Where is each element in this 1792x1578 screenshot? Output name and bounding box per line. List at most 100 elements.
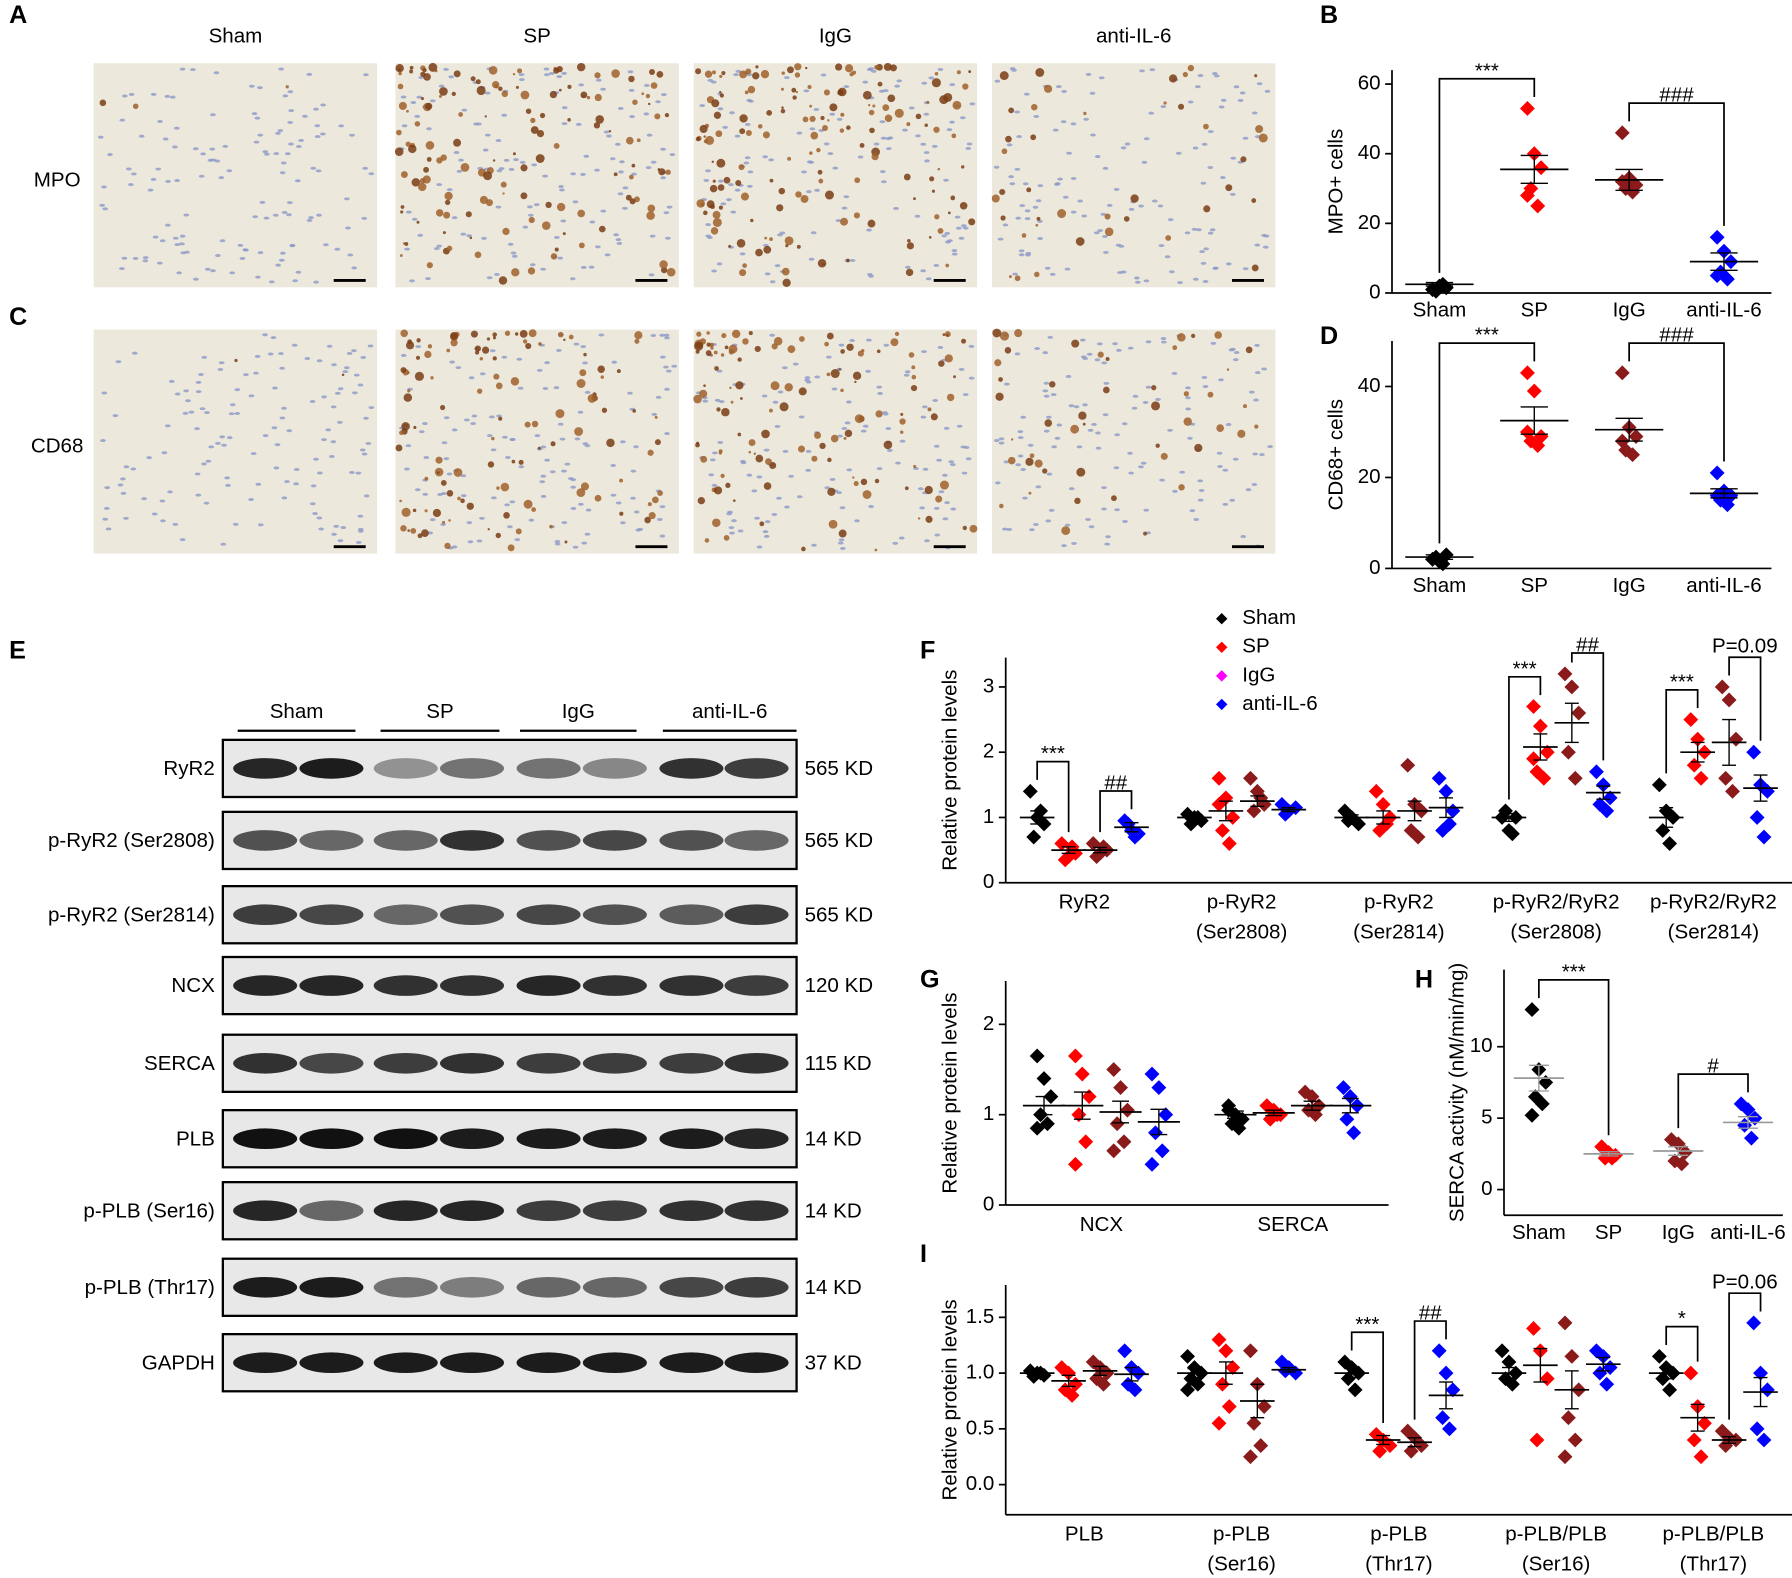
blot-band xyxy=(582,1128,647,1149)
nucleus xyxy=(1197,498,1204,502)
nucleus xyxy=(938,490,945,494)
micrograph-bg xyxy=(693,63,978,288)
nucleus xyxy=(263,216,270,220)
nucleus xyxy=(716,369,723,373)
nucleus xyxy=(1242,267,1249,271)
nucleus xyxy=(743,161,750,165)
stain xyxy=(928,236,932,239)
stain xyxy=(721,70,726,76)
nucleus xyxy=(908,106,915,110)
nucleus xyxy=(1023,92,1030,96)
nucleus xyxy=(488,415,495,419)
x-tick-label: Sham xyxy=(1413,299,1467,322)
stain xyxy=(625,194,632,201)
stain xyxy=(594,72,601,79)
nucleus xyxy=(838,343,845,347)
y-tick-label: 1.5 xyxy=(966,1305,995,1328)
nucleus xyxy=(131,351,138,355)
nucleus xyxy=(1151,199,1158,203)
stain xyxy=(1251,198,1257,203)
nucleus xyxy=(577,410,584,414)
nucleus xyxy=(843,85,850,89)
data-point xyxy=(1709,465,1725,481)
blot-band xyxy=(724,1277,789,1298)
nucleus xyxy=(606,134,612,138)
data-point xyxy=(1686,1432,1702,1448)
data-point xyxy=(1154,1143,1170,1159)
stain xyxy=(946,334,949,337)
nucleus xyxy=(885,147,892,151)
nucleus xyxy=(788,474,794,478)
stain xyxy=(510,377,520,386)
nucleus xyxy=(522,225,529,229)
nucleus xyxy=(509,438,516,442)
stain xyxy=(558,88,562,92)
stain xyxy=(944,354,953,363)
nucleus xyxy=(1249,390,1255,394)
stain xyxy=(795,191,802,198)
significance-label: ## xyxy=(1576,634,1599,657)
nucleus xyxy=(460,474,467,478)
x-tick-label: RyR2 xyxy=(1059,891,1110,914)
stain xyxy=(416,220,420,224)
nucleus xyxy=(351,349,357,353)
nucleus xyxy=(117,483,124,487)
stain xyxy=(956,70,961,75)
nucleus xyxy=(344,197,350,201)
nucleus xyxy=(226,436,233,440)
nucleus xyxy=(455,366,462,370)
nucleus xyxy=(1062,195,1069,199)
stain xyxy=(715,130,723,138)
nucleus xyxy=(1073,405,1080,409)
data-point xyxy=(1225,810,1241,825)
nucleus xyxy=(1217,465,1223,468)
stain xyxy=(889,64,897,72)
nucleus xyxy=(1057,177,1063,181)
stain xyxy=(492,356,497,361)
stain xyxy=(1225,184,1233,192)
blot-band xyxy=(724,830,789,851)
nucleus xyxy=(195,493,202,497)
nucleus xyxy=(443,416,450,420)
nucleus xyxy=(936,458,942,462)
data-point xyxy=(1368,783,1384,799)
nucleus xyxy=(803,89,810,93)
nucleus xyxy=(1037,237,1043,240)
nucleus xyxy=(616,241,623,245)
stain xyxy=(934,214,940,220)
blot-band xyxy=(582,830,647,851)
data-point xyxy=(1655,823,1671,838)
stain xyxy=(732,499,736,503)
data-point xyxy=(1096,1376,1111,1392)
nucleus xyxy=(164,424,171,428)
x-tick-label: SERCA xyxy=(1257,1213,1328,1236)
nucleus xyxy=(584,390,591,394)
stain xyxy=(443,211,451,219)
stain xyxy=(654,415,658,419)
stain xyxy=(498,276,508,285)
stain xyxy=(421,529,429,537)
nucleus xyxy=(950,507,957,511)
nucleus xyxy=(993,165,1000,169)
nucleus xyxy=(782,366,788,370)
nucleus xyxy=(893,206,899,210)
nucleus xyxy=(150,177,157,181)
nucleus xyxy=(933,263,940,267)
nucleus xyxy=(1089,91,1096,95)
stain xyxy=(712,217,722,228)
data-point xyxy=(1560,1410,1576,1426)
stain xyxy=(438,94,442,98)
legend-marker xyxy=(1216,698,1228,711)
nucleus xyxy=(486,276,493,280)
stain xyxy=(501,90,509,98)
nucleus xyxy=(598,333,605,337)
nucleus xyxy=(273,466,280,470)
nucleus xyxy=(943,178,949,182)
stain xyxy=(819,442,826,450)
stain xyxy=(710,346,714,350)
stain xyxy=(728,244,732,248)
stain xyxy=(826,332,834,340)
data-point xyxy=(1435,1410,1451,1426)
nucleus xyxy=(152,235,159,239)
nucleus xyxy=(279,258,285,262)
